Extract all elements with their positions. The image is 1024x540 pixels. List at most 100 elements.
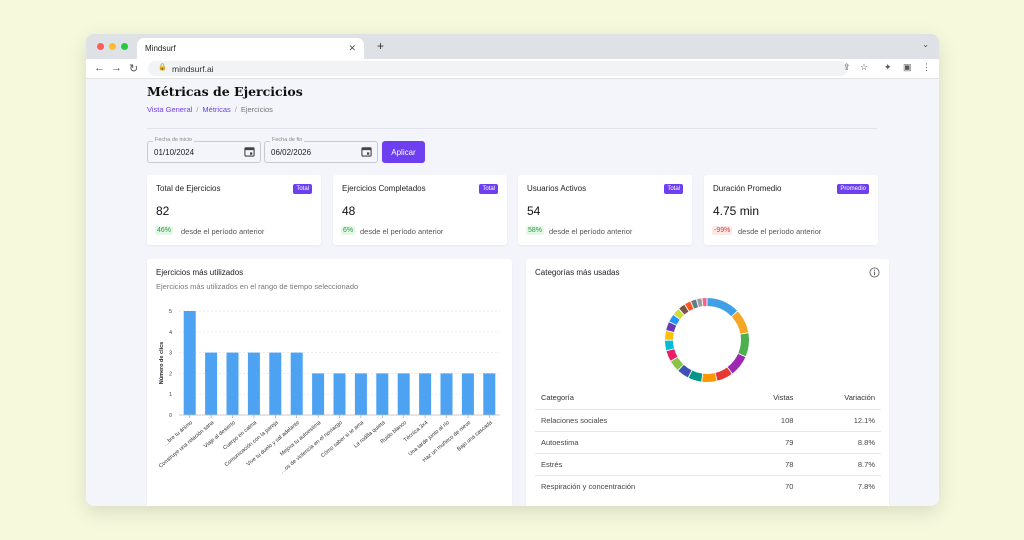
stat-change: 6% bbox=[341, 226, 356, 235]
cell-category: Estrés bbox=[535, 452, 738, 475]
stat-card-completed: Ejercicios Completados Total 48 6% desde… bbox=[333, 175, 507, 245]
calendar-icon[interactable] bbox=[361, 146, 372, 157]
donut-slice bbox=[688, 370, 703, 382]
stat-change: 58% bbox=[526, 226, 545, 235]
bar bbox=[397, 373, 410, 415]
col-header-views: Vistas bbox=[773, 393, 794, 403]
end-date-field[interactable]: Fecha de fin 06/02/2026 bbox=[264, 137, 378, 163]
cell-views: 70 bbox=[737, 474, 800, 497]
new-tab-icon[interactable]: + bbox=[377, 39, 385, 53]
breadcrumb-metricas[interactable]: Métricas bbox=[202, 105, 231, 114]
donut-slice bbox=[679, 304, 689, 315]
stat-badge: Total bbox=[664, 184, 683, 194]
stat-caption: desde el período anterior bbox=[181, 227, 265, 236]
stat-badge: Total bbox=[293, 184, 312, 194]
donut-slice bbox=[685, 301, 694, 312]
menu-icon[interactable]: ⋮ bbox=[922, 62, 931, 72]
stat-value: 4.75 min bbox=[713, 204, 760, 218]
divider bbox=[147, 128, 877, 129]
donut-slice bbox=[738, 333, 749, 357]
stat-title: Duración Promedio bbox=[713, 184, 782, 193]
y-tick-label: 5 bbox=[169, 309, 172, 315]
close-window-button[interactable] bbox=[97, 43, 104, 50]
stat-card-total: Total de Ejercicios Total 82 46% desde e… bbox=[147, 175, 321, 245]
stat-change: -99% bbox=[712, 226, 733, 235]
y-tick-label: 2 bbox=[169, 371, 172, 377]
tab-title: Mindsurf bbox=[145, 44, 176, 53]
browser-window: Mindsurf ✕ + ⌄ ← → ↻ 🔒 mindsurf.ai ⇪ ☆ ✦… bbox=[86, 34, 939, 506]
col-header-variation: Variación bbox=[844, 393, 875, 403]
bar bbox=[483, 373, 496, 415]
close-tab-icon[interactable]: ✕ bbox=[348, 43, 356, 53]
share-icon[interactable]: ⇪ bbox=[843, 62, 851, 72]
card-subtitle: Ejercicios más utilizados en el rango de… bbox=[156, 282, 359, 291]
url-field[interactable]: 🔒 mindsurf.ai bbox=[148, 61, 848, 76]
donut-slice bbox=[702, 373, 717, 382]
forward-icon[interactable]: → bbox=[111, 62, 122, 74]
stat-change: 46% bbox=[155, 226, 174, 235]
url-text: mindsurf.ai bbox=[172, 64, 214, 74]
bar bbox=[419, 373, 432, 415]
apply-button[interactable]: Aplicar bbox=[382, 141, 425, 163]
minimize-window-button[interactable] bbox=[109, 43, 116, 50]
bookmark-star-icon[interactable]: ☆ bbox=[860, 62, 869, 72]
info-icon[interactable] bbox=[869, 267, 880, 278]
cell-variation: 12.1% bbox=[799, 408, 881, 431]
donut-slice bbox=[707, 298, 738, 317]
y-tick-label: 3 bbox=[169, 351, 172, 357]
cell-variation: 8.7% bbox=[799, 452, 881, 475]
cell-category: Respiración y concentración bbox=[535, 474, 738, 497]
bar bbox=[226, 352, 239, 415]
stat-title: Usuarios Activos bbox=[527, 184, 587, 193]
calendar-icon[interactable] bbox=[244, 146, 255, 157]
donut-slice bbox=[666, 322, 677, 333]
start-date-field[interactable]: Fecha de inicio 01/10/2024 bbox=[147, 137, 261, 163]
stat-value: 54 bbox=[527, 204, 541, 218]
breadcrumb-vista-general[interactable]: Vista General bbox=[147, 105, 193, 114]
maximize-window-button[interactable] bbox=[121, 43, 128, 50]
back-icon[interactable]: ← bbox=[94, 62, 105, 74]
cell-category: Autoestima bbox=[535, 430, 738, 453]
top-exercises-card: Ejercicios más utilizados Ejercicios más… bbox=[147, 259, 512, 506]
end-date-value: 06/02/2026 bbox=[271, 148, 312, 157]
browser-tab[interactable]: Mindsurf ✕ bbox=[137, 38, 364, 59]
end-date-label: Fecha de fin bbox=[270, 137, 305, 143]
bar bbox=[312, 373, 325, 415]
bar bbox=[440, 373, 453, 415]
tab-bar: Mindsurf ✕ + ⌄ bbox=[86, 34, 939, 59]
donut-slice bbox=[669, 315, 680, 325]
donut-slice bbox=[665, 340, 675, 351]
chevron-down-icon[interactable]: ⌄ bbox=[922, 40, 929, 49]
stat-caption: desde el período anterior bbox=[360, 227, 444, 236]
sidebar-icon[interactable]: ▣ bbox=[903, 62, 912, 72]
donut-slice bbox=[670, 357, 684, 371]
table-header-row: Categoría Vistas Variación bbox=[535, 387, 881, 409]
extensions-icon[interactable]: ✦ bbox=[884, 62, 892, 72]
donut-slice bbox=[673, 309, 684, 320]
stat-title: Ejercicios Completados bbox=[342, 184, 426, 193]
bar bbox=[354, 373, 367, 415]
y-tick-label: 0 bbox=[169, 413, 172, 419]
page-title: Métricas de Ejercicios bbox=[147, 84, 303, 99]
card-title: Ejercicios más utilizados bbox=[156, 268, 244, 277]
y-tick-label: 1 bbox=[169, 392, 172, 398]
bar bbox=[269, 352, 282, 415]
reload-icon[interactable]: ↻ bbox=[129, 63, 139, 75]
stat-value: 48 bbox=[342, 204, 356, 218]
donut-slice bbox=[666, 349, 678, 361]
y-axis-label: Número de clics bbox=[159, 342, 165, 385]
bar bbox=[290, 352, 303, 415]
stat-card-duration: Duración Promedio Promedio 4.75 min -99%… bbox=[704, 175, 878, 245]
start-date-value: 01/10/2024 bbox=[154, 148, 195, 157]
bar bbox=[461, 373, 474, 415]
donut-slice bbox=[691, 299, 699, 309]
donut-slice bbox=[696, 298, 703, 308]
stat-badge: Total bbox=[479, 184, 498, 194]
start-date-label: Fecha de inicio bbox=[153, 137, 194, 143]
donut-slice bbox=[665, 331, 674, 340]
col-header-category: Categoría bbox=[541, 393, 574, 403]
bar bbox=[333, 373, 346, 415]
stat-title: Total de Ejercicios bbox=[156, 184, 221, 193]
top-categories-card: Categorías más usadas Categoría Vistas V… bbox=[526, 259, 889, 506]
categories-table: Categoría Vistas Variación Relaciones so… bbox=[535, 387, 881, 497]
